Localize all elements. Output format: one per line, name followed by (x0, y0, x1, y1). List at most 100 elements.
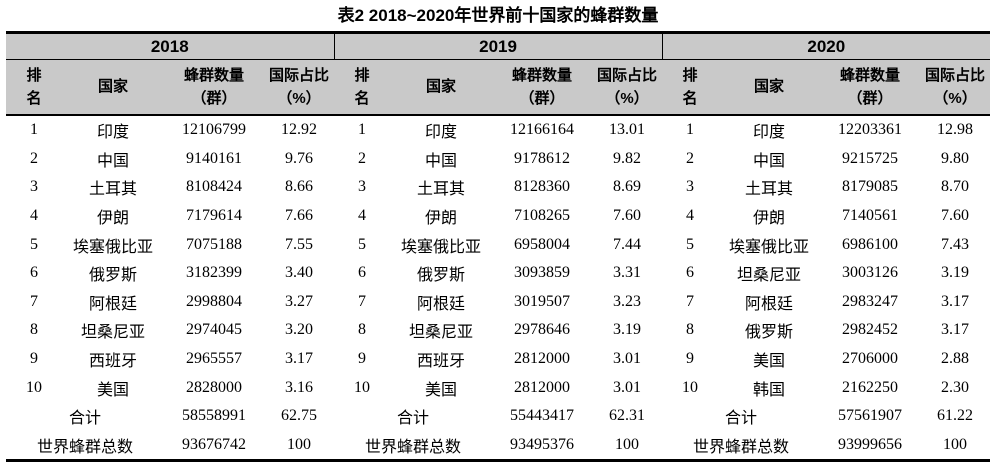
cell-country: 伊朗 (753, 210, 786, 228)
cell-count: 2974045 (186, 321, 242, 339)
cell-count: 3019507 (514, 292, 571, 310)
cell-rank: 10 (354, 378, 371, 396)
cell-rank: 4 (358, 207, 367, 225)
cell-count: 12203361 (838, 121, 903, 139)
col-country: 国家 (718, 59, 821, 116)
cell-country: 中国 (425, 152, 458, 170)
table-caption: 表2 2018~2020年世界前十国家的蜂群数量 (337, 6, 659, 25)
cell-share: 62.31 (609, 407, 646, 425)
cell-count: 7179614 (186, 207, 242, 225)
cell-country: 西班牙 (88, 353, 137, 371)
cell-rank: 3 (686, 178, 695, 196)
cell-country: 伊朗 (425, 210, 458, 228)
cell-rank: 5 (358, 235, 367, 253)
col-rank: 排名 (334, 59, 391, 116)
cell-rank: 3 (358, 178, 367, 196)
cell-country: 埃塞俄比亚 (72, 238, 153, 256)
cell-share: 3.19 (941, 264, 970, 282)
cell-share: 3.01 (613, 350, 642, 368)
cell-share: 12.98 (937, 121, 974, 139)
col-country: 国家 (390, 59, 493, 116)
cell-count: 8128360 (514, 178, 571, 196)
cell-country: 中国 (753, 152, 786, 170)
cell-rank: 7 (30, 292, 38, 310)
cell-count: 55443417 (510, 407, 575, 425)
cell-share: 8.69 (613, 178, 642, 196)
cell-count: 58558991 (182, 407, 246, 425)
cell-rank: 3 (30, 178, 38, 196)
cell-share: 3.16 (285, 378, 313, 396)
cell-share: 7.60 (613, 207, 642, 225)
year-header-2020: 2020 (662, 32, 991, 60)
cell-count: 93676742 (182, 435, 246, 453)
cell-country: 埃塞俄比亚 (401, 238, 482, 256)
cell-count: 8108424 (186, 178, 242, 196)
cell-share: 9.82 (613, 149, 642, 167)
cell-count: 2812000 (514, 350, 571, 368)
cell-share: 2.88 (941, 350, 970, 368)
cell-share: 2.30 (941, 378, 970, 396)
col-count: 蜂群数量 （群） (820, 59, 921, 116)
total-row-label: 合计 (68, 410, 101, 428)
cell-count: 12166164 (510, 121, 575, 139)
cell-country: 中国 (96, 152, 129, 170)
table-row: 6 俄罗斯 3182399 3.40 6 俄罗斯 3093859 3.31 6 坦桑尼亚 30031… (6, 259, 990, 288)
cell-count: 9215725 (842, 149, 899, 167)
cell-count: 7075188 (186, 235, 242, 253)
cell-share: 9.76 (285, 149, 313, 167)
cell-share: 8.66 (285, 178, 313, 196)
cell-share: 100 (615, 435, 640, 453)
cell-country: 土耳其 (417, 181, 466, 199)
world-total-row-label: 世界蜂群总数 (693, 438, 790, 456)
cell-share: 7.44 (613, 235, 642, 253)
cell-country: 俄罗斯 (745, 324, 794, 342)
table-row: 10 美国 2828000 3.16 10 美国 2812000 3.01 10 韩国 216225… (6, 373, 990, 402)
cell-count: 3182399 (186, 264, 242, 282)
cell-rank: 1 (358, 121, 367, 139)
cell-country: 阿根廷 (417, 295, 466, 313)
cell-count: 2965557 (186, 350, 242, 368)
cell-count: 2706000 (842, 350, 899, 368)
cell-count: 3093859 (514, 264, 571, 282)
cell-country: 俄罗斯 (88, 267, 137, 285)
table-row: 3 土耳其 8108424 8.66 3 土耳其 8128360 8.69 3 土耳其 817908… (6, 173, 990, 202)
table-row: 7 阿根廷 2998804 3.27 7 阿根廷 3019507 3.23 7 阿根廷 298324… (6, 288, 990, 317)
cell-country: 土耳其 (745, 181, 794, 199)
cell-count: 9178612 (514, 149, 571, 167)
table-body: 1 印度 12106799 12.92 1 印度 12166164 13.01 1 印度 12203… (6, 115, 990, 461)
table-row: 9 西班牙 2965557 3.17 9 西班牙 2812000 3.01 9 美国 2706000… (6, 345, 990, 374)
cell-rank: 7 (686, 292, 695, 310)
cell-country: 埃塞俄比亚 (729, 238, 810, 256)
cell-share: 7.60 (941, 207, 970, 225)
cell-rank: 4 (30, 207, 38, 225)
cell-country: 韩国 (753, 381, 786, 399)
table-header: 2018 2019 2020 排名国家 蜂群数量 （群） 国际占比 （%）排名国家 蜂群数量（… (6, 32, 991, 116)
table-row: 2 中国 9140161 9.76 2 中国 9178612 9.82 2 中国 9215725 9.… (6, 145, 990, 174)
cell-country: 阿根廷 (745, 295, 794, 313)
year-header-row: 2018 2019 2020 (6, 32, 991, 60)
cell-count: 2978646 (514, 321, 571, 339)
cell-share: 12.92 (281, 121, 317, 139)
cell-country: 印度 (96, 124, 129, 142)
cell-count: 2162250 (842, 378, 899, 396)
year-header-2019: 2019 (334, 32, 663, 60)
cell-count: 2982452 (842, 321, 899, 339)
col-count: 蜂群数量 （群） (492, 59, 593, 116)
cell-country: 美国 (96, 381, 129, 399)
cell-count: 9140161 (186, 149, 242, 167)
cell-country: 俄罗斯 (417, 267, 466, 285)
cell-count: 93495376 (510, 435, 575, 453)
col-count: 蜂群数量 （群） (164, 59, 264, 116)
cell-share: 3.23 (613, 292, 642, 310)
col-share: 国际占比 （%） (592, 59, 663, 116)
cell-share: 3.27 (285, 292, 313, 310)
cell-share: 3.17 (941, 292, 970, 310)
cell-rank: 1 (30, 121, 38, 139)
cell-share: 62.75 (281, 407, 317, 425)
cell-rank: 9 (686, 350, 695, 368)
total-row-label: 合计 (397, 410, 430, 428)
cell-share: 3.20 (285, 321, 313, 339)
cell-country: 坦桑尼亚 (737, 267, 802, 285)
table-row: 8 坦桑尼亚 2974045 3.20 8 坦桑尼亚 2978646 3.19 8 俄罗斯 2982… (6, 316, 990, 345)
